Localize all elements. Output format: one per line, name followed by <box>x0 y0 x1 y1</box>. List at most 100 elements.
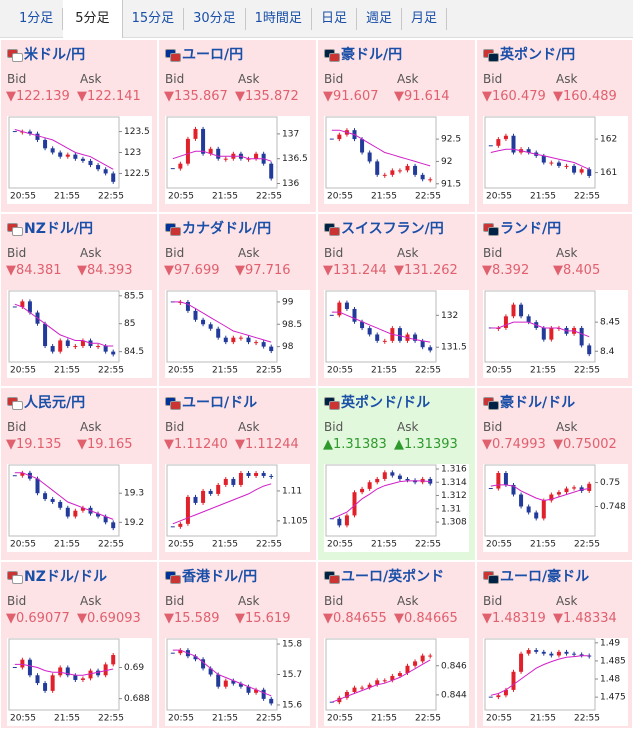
y-tick-label: 1.314 <box>441 478 467 488</box>
candle <box>488 145 493 147</box>
timeframe-tab[interactable]: 30分足 <box>184 7 246 30</box>
rate-cell: 香港ドル/円 Bid Ask ▼15.589 ▼15.619 15.8 15.7 15.6 20… <box>158 561 317 729</box>
x-tick-label: 21:55 <box>54 714 80 724</box>
flag-icon <box>165 396 181 410</box>
bid-value: ▼0.74993 <box>482 437 546 452</box>
x-tick-label: 20:55 <box>327 366 353 376</box>
candle <box>496 139 501 146</box>
pair-title[interactable]: 豪ドル/円 <box>324 44 402 64</box>
timeframe-tab[interactable]: 15分足 <box>123 7 185 30</box>
bid-label: Bid <box>324 420 344 434</box>
flag-icon <box>483 222 499 236</box>
plot-frame <box>166 638 278 711</box>
pair-title[interactable]: スイスフラン/円 <box>324 218 444 238</box>
bid-value: ▼160.479 <box>482 89 546 104</box>
pair-title[interactable]: 人民元/円 <box>7 392 85 412</box>
moving-average <box>490 484 590 502</box>
plot-frame <box>166 464 278 537</box>
pair-title[interactable]: NZドル/ドル <box>7 566 107 586</box>
pair-title[interactable]: 豪ドル/ドル <box>483 392 575 412</box>
pair-title[interactable]: カナダドル/円 <box>165 218 271 238</box>
x-tick-label: 22:55 <box>415 192 441 202</box>
y-tick-label: 1.475 <box>600 693 626 703</box>
candle <box>178 301 183 303</box>
pair-title[interactable]: 香港ドル/円 <box>165 566 257 586</box>
candle <box>382 340 387 342</box>
x-tick-label: 22:55 <box>574 714 600 724</box>
flag-part <box>12 226 23 236</box>
pair-name: NZドル/円 <box>24 221 93 237</box>
pair-title[interactable]: ユーロ/円 <box>165 44 243 64</box>
candle <box>178 650 183 654</box>
x-tick-label: 22:55 <box>256 366 282 376</box>
x-tick-label: 22:55 <box>574 366 600 376</box>
candle <box>375 680 380 685</box>
moving-average <box>490 655 590 696</box>
candle <box>58 667 63 676</box>
candle <box>360 488 365 493</box>
candle <box>193 310 198 320</box>
flag-part <box>12 574 23 584</box>
bid-value: ▼1.11240 <box>164 437 228 452</box>
flag-part <box>329 52 340 62</box>
timeframe-tab[interactable]: 1時間足 <box>246 7 312 30</box>
candle <box>572 165 577 173</box>
pair-title[interactable]: NZドル/円 <box>7 218 93 238</box>
rate-cell: 英ポンド/円 Bid Ask ▼160.479 ▼160.489 162 161 20:55 2… <box>476 39 633 213</box>
x-tick-label: 20:55 <box>327 540 353 550</box>
y-tick-label: 1.48 <box>600 675 620 685</box>
candle <box>208 324 213 329</box>
x-tick-label: 22:55 <box>415 366 441 376</box>
candle <box>223 680 228 687</box>
flag-part <box>12 52 23 62</box>
y-tick-label: 19.2 <box>124 518 144 528</box>
timeframe-tab[interactable]: 5分足 <box>63 0 123 38</box>
x-tick-label: 20:55 <box>486 366 512 376</box>
candle <box>96 670 101 676</box>
pair-title[interactable]: ランド/円 <box>483 218 561 238</box>
timeframe-tab[interactable]: 1分足 <box>10 7 64 30</box>
timeframe-tab[interactable]: 月足 <box>402 7 447 30</box>
candle <box>329 138 334 140</box>
rate-cell: 人民元/円 Bid Ask ▼19.135 ▼19.165 19.3 19.2 20:55 21… <box>0 387 158 561</box>
mini-chart: 99 98.5 98 20:55 21:55 22:55 <box>165 290 310 378</box>
rate-cell: ユーロ/英ポンド Bid Ask ▼0.84655 ▼0.84665 0.846 0.844… <box>317 561 476 729</box>
y-tick-label: 0.69 <box>124 663 144 673</box>
candle <box>549 327 554 340</box>
timeframe-tab[interactable]: 週足 <box>357 7 402 30</box>
candle <box>579 654 584 656</box>
pair-title[interactable]: 英ポンド/円 <box>483 44 575 64</box>
ask-value: ▼84.393 <box>77 263 133 278</box>
candle <box>344 302 349 309</box>
flag-icon <box>483 396 499 410</box>
candle <box>216 484 221 494</box>
pair-title[interactable]: 英ポンド/ドル <box>324 392 430 412</box>
x-tick-label: 21:55 <box>371 192 397 202</box>
pair-title[interactable]: ユーロ/豪ドル <box>483 566 589 586</box>
candle <box>238 337 243 339</box>
candle <box>65 154 70 157</box>
pair-title[interactable]: ユーロ/ドル <box>165 392 257 412</box>
candle <box>254 342 259 344</box>
pair-name: 豪ドル/ドル <box>500 395 576 411</box>
candle <box>587 483 592 491</box>
bid-label: Bid <box>324 594 344 608</box>
y-tick-label: 162 <box>600 135 617 145</box>
candle <box>572 487 577 489</box>
mini-chart: 1.316 1.314 1.312 1.31 1.308 20:55 21:55 22:55 <box>324 464 469 552</box>
candle <box>397 673 402 676</box>
pair-title[interactable]: ユーロ/英ポンド <box>324 566 444 586</box>
ask-label: Ask <box>238 72 260 86</box>
candle <box>216 674 221 687</box>
ask-label: Ask <box>556 594 578 608</box>
candle <box>367 482 372 489</box>
pair-title[interactable]: 米ドル/円 <box>7 44 85 64</box>
x-tick-label: 21:55 <box>54 540 80 550</box>
candle <box>511 304 516 317</box>
bid-label: Bid <box>7 72 27 86</box>
rate-cell: カナダドル/円 Bid Ask ▼97.699 ▼97.716 99 98.5 98 20:55… <box>158 213 317 387</box>
timeframe-tab[interactable]: 日足 <box>312 7 357 30</box>
candle <box>503 472 508 485</box>
candle <box>27 131 32 134</box>
candle <box>223 337 228 343</box>
